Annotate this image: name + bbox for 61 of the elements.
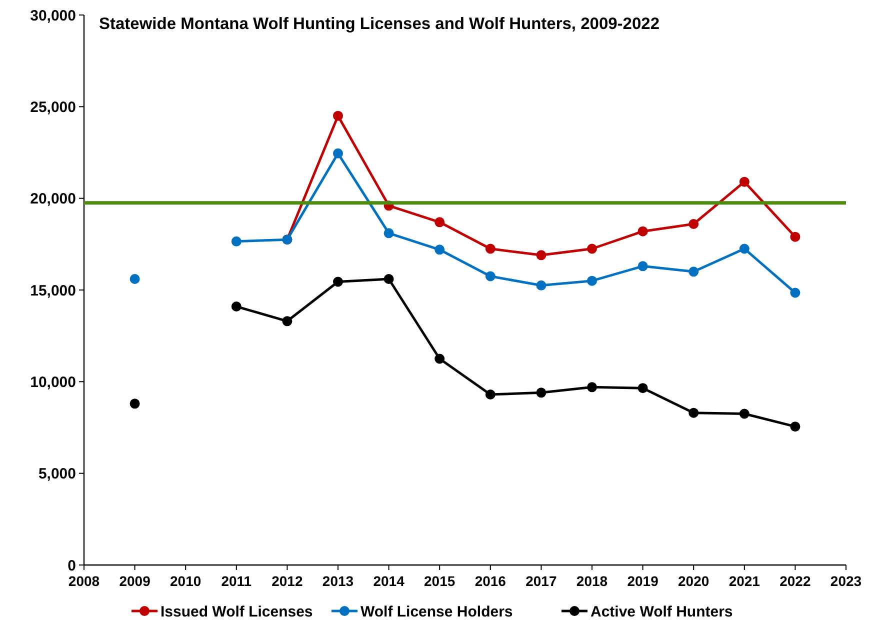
- point: [790, 288, 800, 298]
- point: [485, 390, 496, 400]
- x-tick-label: 2012: [272, 573, 303, 589]
- y-tick-label: 30,000: [30, 7, 76, 24]
- x-tick-label: 2022: [780, 573, 811, 589]
- point: [231, 302, 242, 312]
- point: [739, 244, 750, 254]
- point: [688, 219, 699, 229]
- point: [638, 261, 648, 272]
- x-tick-label: 2017: [526, 573, 557, 589]
- point: [434, 217, 445, 228]
- point: [333, 276, 343, 287]
- point: [790, 422, 800, 432]
- legend-label: Active Wolf Hunters: [590, 603, 733, 620]
- y-tick-label: 0: [68, 557, 76, 574]
- y-tick-label: 25,000: [30, 98, 76, 116]
- x-tick-label: 2008: [68, 573, 100, 589]
- x-tick-label: 2016: [474, 573, 506, 589]
- point: [485, 244, 496, 254]
- x-tick-label: 2015: [424, 573, 456, 589]
- x-tick-label: 2011: [221, 573, 252, 589]
- x-tick-label: 2009: [119, 573, 151, 589]
- x-tick-label: 2021: [728, 573, 760, 589]
- point: [536, 388, 546, 398]
- y-tick-label: 15,000: [30, 282, 76, 300]
- chart-title: Statewide Montana Wolf Hunting Licenses and Wolf Hunters, 2009-2022: [99, 15, 660, 33]
- x-tick-label: 2013: [322, 573, 354, 589]
- point: [587, 382, 597, 392]
- point: [536, 280, 546, 290]
- point: [638, 383, 648, 394]
- point: [384, 274, 394, 284]
- point: [739, 176, 750, 187]
- point: [434, 244, 445, 255]
- point: [739, 408, 750, 419]
- legend-label: Issued Wolf Licenses: [160, 603, 313, 620]
- point: [231, 236, 242, 246]
- x-tick-label: 2023: [830, 573, 862, 589]
- point: [333, 110, 343, 121]
- x-tick-label: 2019: [627, 573, 659, 589]
- point: [587, 244, 597, 254]
- point: [434, 354, 445, 364]
- point: [688, 266, 699, 277]
- y-tick-label: 20,000: [30, 190, 76, 208]
- point: [333, 148, 343, 158]
- point: [638, 226, 648, 236]
- legend-label: Wolf License Holders: [360, 603, 513, 620]
- point: [688, 408, 699, 418]
- point: [130, 274, 140, 284]
- y-tick-label: 5,000: [38, 466, 76, 483]
- x-tick-label: 2014: [373, 573, 405, 589]
- x-tick-label: 2010: [170, 573, 202, 589]
- y-tick-label: 10,000: [30, 374, 76, 391]
- point: [790, 232, 800, 242]
- point: [587, 276, 597, 286]
- point: [282, 316, 292, 326]
- point: [536, 250, 546, 260]
- x-tick-label: 2020: [678, 573, 710, 589]
- point: [130, 398, 140, 409]
- point: [485, 271, 496, 282]
- point: [384, 228, 394, 238]
- x-tick-label: 2018: [576, 573, 608, 589]
